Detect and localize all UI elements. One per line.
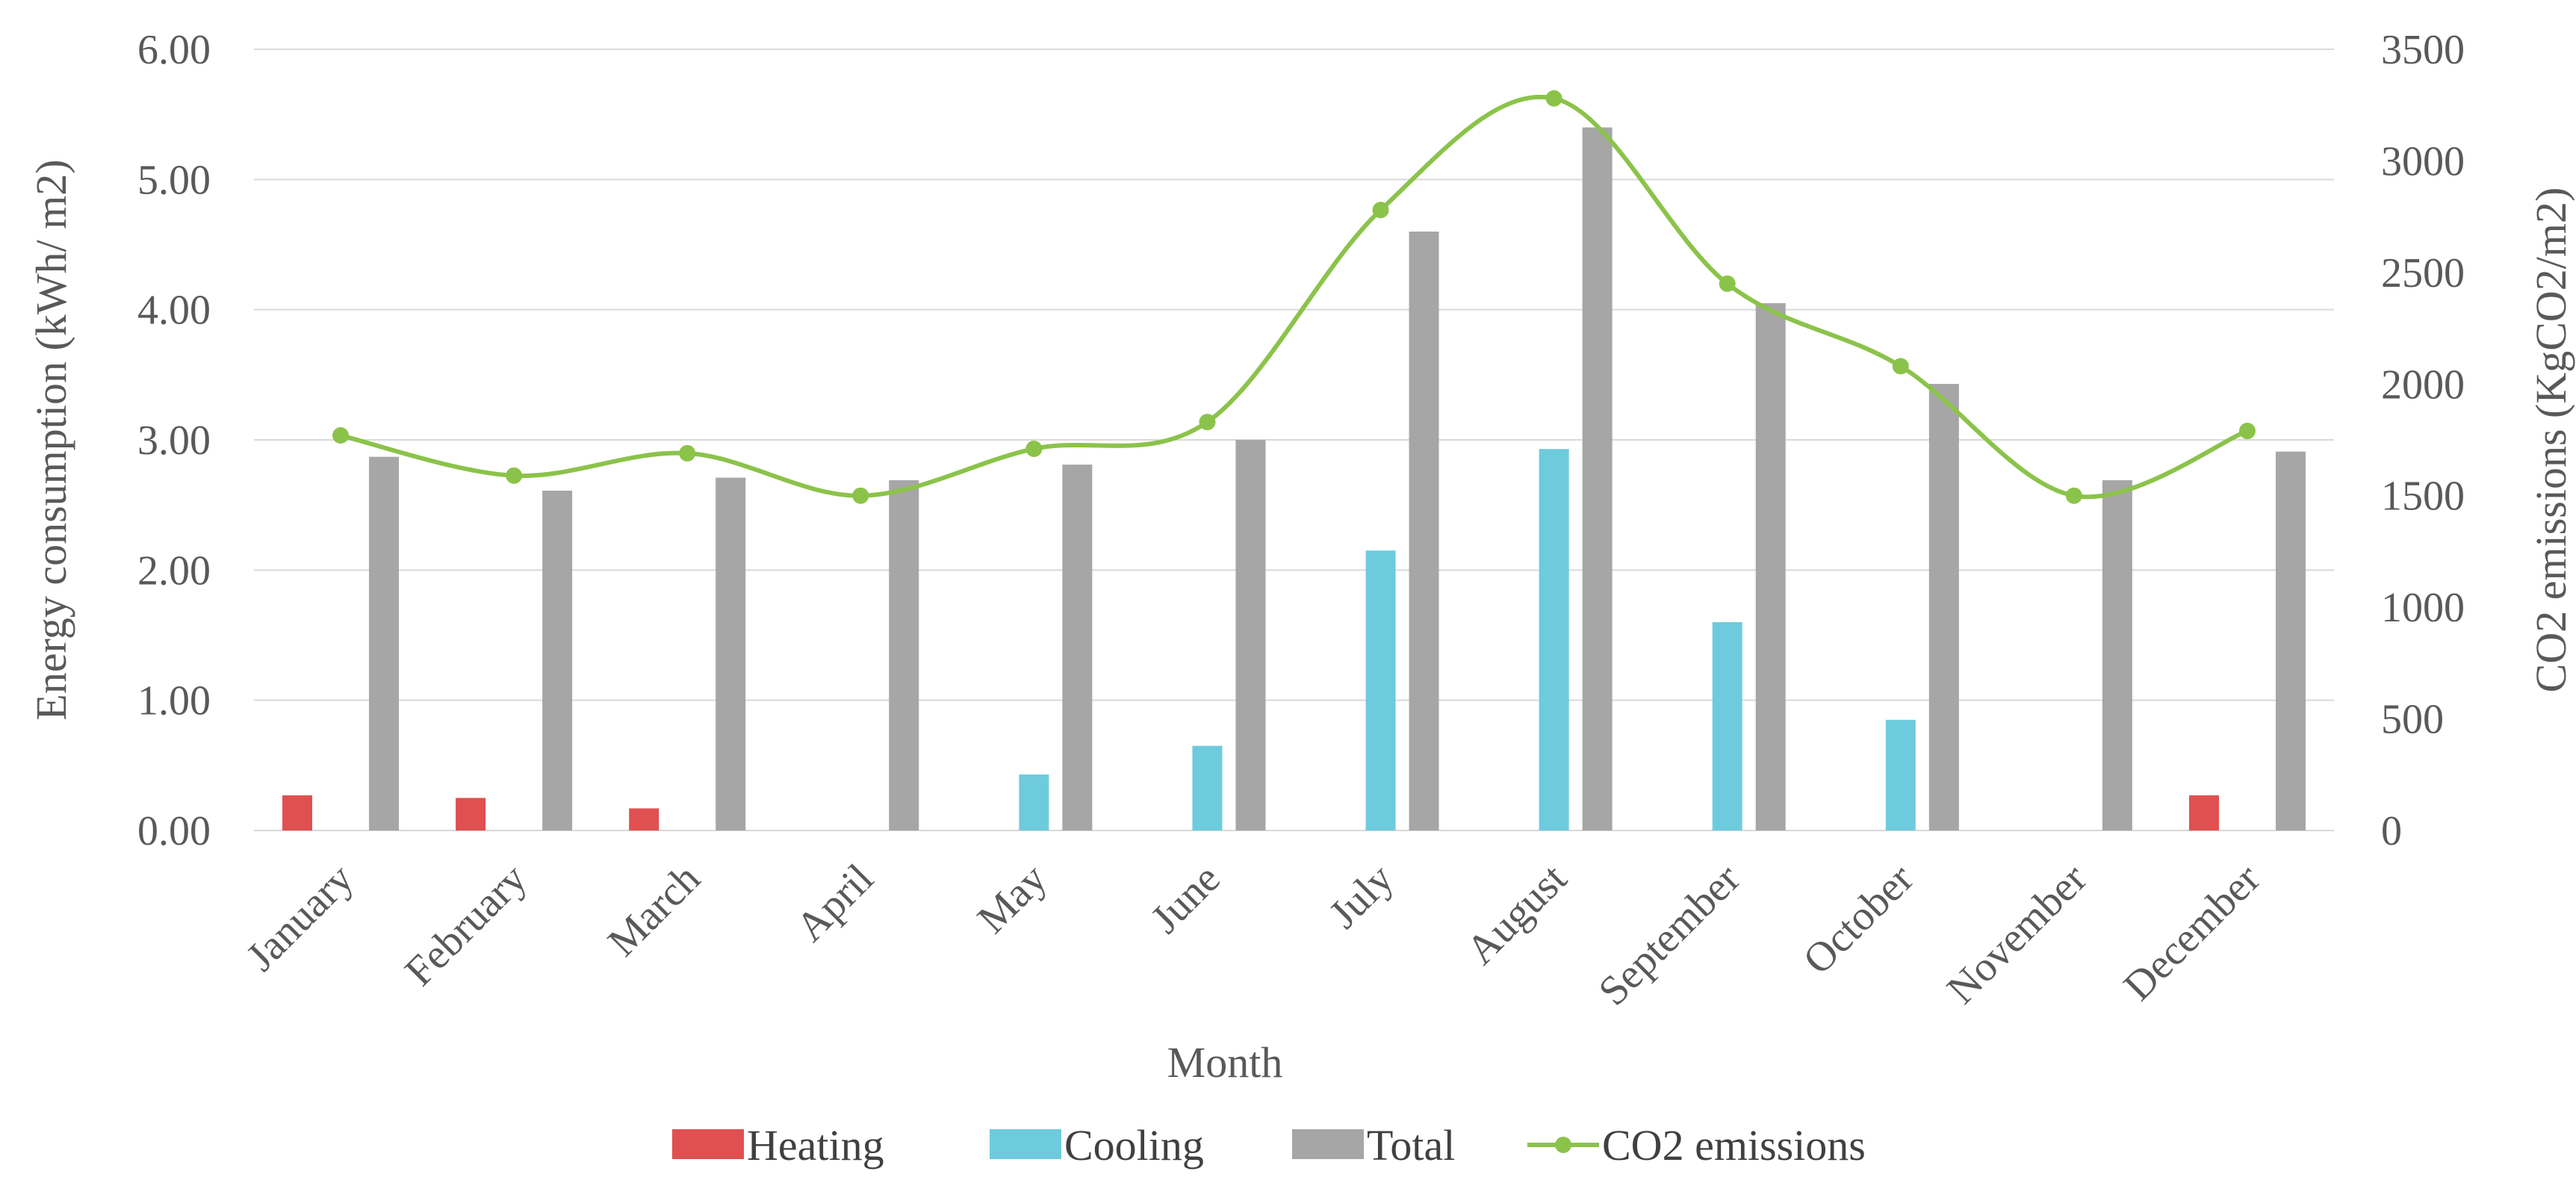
bar-cooling-may [1019,774,1049,830]
x-tick-label: December [2115,855,2270,1010]
bars [282,127,2306,831]
bar-total-november [2102,480,2132,830]
y-right-tick-label: 0 [2381,808,2402,854]
legend-label-total: Total [1367,1121,1455,1170]
y-left-tick-label: 1.00 [137,678,211,724]
y-left-tick-label: 3.00 [137,417,211,464]
point-co2-june [1199,414,1216,431]
y-right-tick-label: 3500 [2381,27,2465,73]
bar-total-may [1062,465,1093,830]
point-co2-march [679,444,696,462]
point-co2-february [506,467,523,484]
point-co2-january [332,427,350,444]
point-co2-july [1372,202,1389,219]
bar-total-june [1235,440,1266,830]
y-right-tick-label: 2000 [2381,361,2465,408]
bar-heating-march [629,808,659,830]
legend-label-cooling: Cooling [1064,1121,1204,1170]
y-left-tick-label: 2.00 [137,547,211,594]
bar-cooling-june [1192,745,1223,830]
legend-swatch-heating [672,1129,744,1159]
x-tick-label: March [599,855,709,965]
x-tick-label: November [1938,855,2096,1013]
point-co2-august [1545,90,1562,107]
point-co2-december [2238,423,2256,440]
point-co2-may [1025,440,1043,457]
bar-cooling-september [1712,622,1742,830]
bar-total-january [369,456,400,830]
y-left-tick-label: 6.00 [137,27,211,73]
legend-label-co2-emissions: CO2 emissions [1602,1121,1866,1170]
y-right-tick-label: 1000 [2381,585,2465,631]
y-left-tick-label: 5.00 [137,157,211,203]
line-co2-emissions [340,95,2249,500]
point-co2-april [852,487,869,504]
bar-total-july [1409,232,1439,831]
y-right-tick-label: 500 [2381,697,2444,743]
x-axis-title: Month [1167,1038,1283,1087]
x-tick-label: July [1320,855,1403,937]
y-right-tick-label: 2500 [2381,250,2465,296]
bar-total-september [1755,302,1786,830]
gridlines [254,49,2334,831]
legend-marker-co2-emissions [1555,1137,1571,1153]
bar-total-march [716,477,746,830]
bar-cooling-july [1365,550,1396,830]
point-co2-september [1719,275,1736,292]
bar-heating-january [282,795,313,830]
x-tick-label: January [238,855,362,980]
x-tick-label: February [397,855,536,995]
bar-total-october [1928,384,1959,830]
legend: Heating Cooling Total CO2 emissions [672,1121,1866,1170]
y-left-tick-label: 0.00 [137,808,211,854]
x-tick-label: June [1142,855,1229,942]
bar-heating-december [2188,795,2219,830]
y-left-tick-label: 4.00 [137,288,211,334]
point-co2-november [2065,487,2082,504]
bar-total-december [2275,451,2306,830]
co2-line [332,90,2256,504]
bar-total-august [1582,127,1613,831]
legend-label-heating: Heating [747,1121,884,1170]
bar-cooling-august [1539,449,1569,830]
y-axis-right-title: CO2 emissions (KgCO2/m2) [2527,187,2575,693]
bar-cooling-october [1885,719,1916,830]
x-tick-label: April [787,855,882,950]
legend-swatch-total [1292,1129,1364,1159]
point-co2-october [1892,358,1909,375]
bar-total-april [889,480,919,830]
y-right-tick-label: 3000 [2381,138,2465,184]
x-tick-label: September [1590,855,1749,1014]
legend-swatch-cooling [990,1129,1061,1159]
x-tick-label: October [1795,855,1923,984]
x-tick-label: May [969,855,1055,942]
bar-heating-february [456,798,486,830]
y-axis-left-title: Energy consumption (kWh/ m2) [27,159,75,720]
y-right-tick-label: 1500 [2381,473,2465,520]
bar-total-february [542,490,573,830]
x-tick-label: August [1458,855,1577,974]
